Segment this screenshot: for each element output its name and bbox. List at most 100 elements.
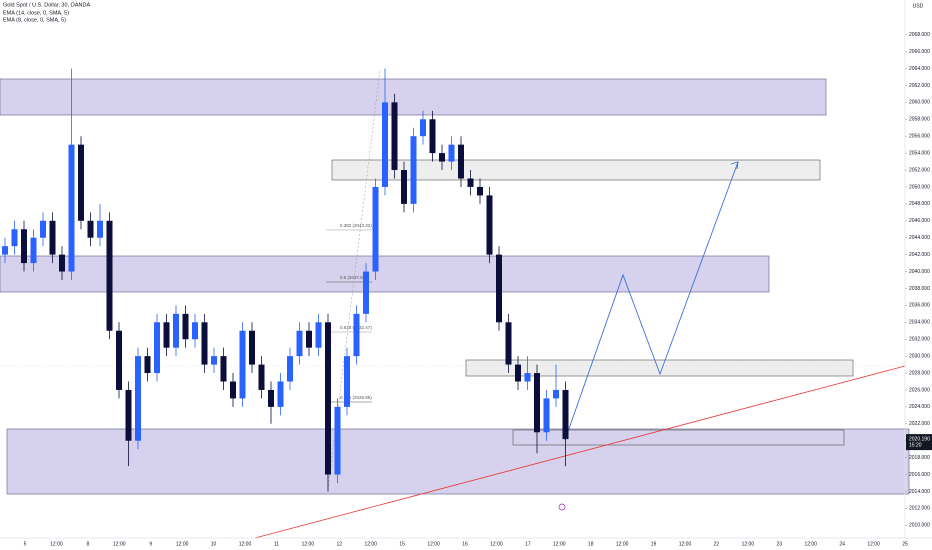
fib-label: 0.382 (2043.32): [340, 223, 372, 228]
chart-title: Gold Spot / U.S. Dollar, 30, OANDA: [3, 2, 90, 8]
candle-body: [173, 313, 179, 348]
y-tick-label: 2014.000: [909, 489, 930, 495]
y-tick-label: 2016.000: [909, 472, 930, 478]
candle-body: [135, 356, 141, 441]
y-tick-label: 2044.000: [909, 235, 930, 241]
indicator: EMA (14, close, 0, SMA, 5): [3, 10, 69, 16]
resistance-box: [465, 359, 854, 377]
x-tick-label: 12:00: [364, 541, 377, 547]
zone: [0, 255, 770, 293]
candle-body: [391, 102, 398, 171]
event-icon[interactable]: [558, 503, 566, 511]
candle-body: [353, 313, 360, 357]
y-tick-label: 2032.000: [909, 337, 930, 343]
y-tick-label: 2030.000: [909, 353, 930, 359]
last-price-label: 2020.190: [909, 436, 930, 442]
y-tick-label: 2060.000: [909, 100, 930, 106]
x-tick-label: 22: [714, 541, 720, 547]
x-tick-label: 12:00: [679, 541, 692, 547]
candle-body: [458, 144, 464, 179]
candle-body: [401, 170, 407, 204]
candle-body: [2, 246, 8, 255]
x-tick-label: 12:00: [867, 541, 880, 547]
projection-path: [564, 161, 739, 441]
x-tick-label: 12:00: [553, 541, 566, 547]
x-tick-label: 12:00: [113, 541, 126, 547]
y-tick-label: 2062.000: [909, 83, 930, 89]
candle-body: [30, 237, 37, 264]
countdown: 15:20: [909, 442, 922, 448]
x-tick-label: 12:00: [804, 541, 817, 547]
x-tick-label: 12:00: [427, 541, 440, 547]
x-tick-label: 12:00: [50, 541, 63, 547]
candle-body: [543, 398, 550, 433]
fib-trend: [327, 69, 381, 491]
candle-body: [363, 271, 369, 314]
candle-body: [49, 220, 56, 255]
candle-body: [306, 330, 312, 348]
candle-body: [534, 373, 540, 433]
candle-body: [477, 186, 483, 196]
candle-body: [410, 136, 417, 204]
candle-body: [277, 381, 284, 407]
candle-body: [268, 389, 274, 407]
x-tick-label: 12:00: [302, 541, 315, 547]
y-tick-label: 2018.000: [909, 455, 930, 461]
candle-body: [325, 322, 331, 475]
y-tick-label: 2022.000: [909, 421, 930, 427]
candle-body: [524, 373, 531, 382]
y-tick-label: 2040.000: [909, 269, 930, 275]
x-tick-label: 24: [839, 541, 845, 547]
indicator: EMA (8, close, 0, SMA, 5): [3, 17, 66, 23]
candle-body: [429, 119, 436, 154]
candle-body: [78, 144, 84, 221]
y-tick-label: 2068.000: [909, 32, 930, 38]
candle-body: [97, 220, 103, 238]
y-tick-label: 2038.000: [909, 286, 930, 292]
candle-body: [21, 229, 27, 264]
candle-body: [334, 406, 341, 475]
x-tick-label: 12:00: [616, 541, 629, 547]
resistance-box: [331, 159, 821, 181]
candle-body: [448, 144, 455, 162]
y-tick-label: 2052.000: [909, 167, 930, 173]
x-tick-label: 12:00: [239, 541, 252, 547]
candle-body: [116, 330, 122, 390]
candle-body: [258, 364, 265, 390]
candle-body: [562, 389, 569, 440]
y-tick-label: 2048.000: [909, 201, 930, 207]
x-tick-label: 18: [588, 541, 594, 547]
x-tick-label: 15: [399, 541, 405, 547]
candle-body: [372, 186, 379, 272]
candle-body: [125, 389, 132, 441]
candle-body: [467, 178, 474, 187]
y-tick-label: 2056.000: [909, 134, 930, 140]
candle-body: [106, 220, 113, 331]
candle-body: [87, 220, 94, 238]
candle-body: [287, 356, 293, 382]
candle-body: [249, 330, 255, 365]
candle-body: [40, 220, 46, 238]
y-tick-label: 2058.000: [909, 117, 930, 123]
candle-body: [230, 381, 236, 399]
candle-body: [211, 356, 217, 365]
x-tick-label: 9: [149, 541, 152, 547]
x-tick-label: 8: [86, 541, 89, 547]
candle-body: [220, 356, 227, 382]
y-tick-label: 2046.000: [909, 218, 930, 224]
candle-body: [553, 389, 559, 399]
x-tick-label: 5: [24, 541, 27, 547]
candle-body: [344, 356, 350, 407]
x-tick-label: 23: [777, 541, 783, 547]
currency: USD: [913, 3, 924, 9]
candle-body: [296, 330, 303, 357]
x-tick-label: 10: [211, 541, 217, 547]
y-tick-label: 2050.000: [909, 184, 930, 190]
y-tick-label: 2036.000: [909, 303, 930, 309]
y-tick-label: 2012.000: [909, 506, 930, 512]
y-tick-label: 2024.000: [909, 404, 930, 410]
y-tick-label: 2028.000: [909, 370, 930, 376]
arrow-head: [730, 161, 739, 170]
entry-box: [512, 429, 845, 446]
